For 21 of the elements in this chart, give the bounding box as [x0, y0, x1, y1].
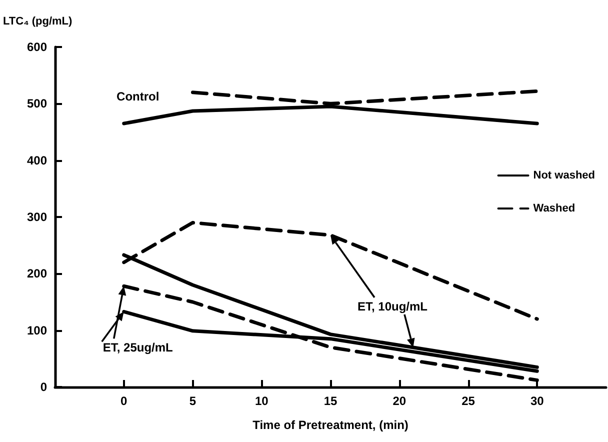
y-tick-label: 0 — [40, 380, 48, 394]
x-tick-label: 30 — [530, 394, 544, 408]
y-tick-label: 600 — [26, 40, 48, 54]
x-tick-label: 5 — [189, 394, 196, 408]
annotation: ET, 25ug/mL — [102, 340, 173, 355]
x-tick-label: 25 — [462, 394, 476, 408]
y-tick-label: 500 — [26, 96, 48, 111]
y-tick-label: 300 — [26, 210, 48, 224]
legend-label: Washed — [533, 202, 576, 214]
legend-label: Not washed — [533, 170, 596, 182]
annotation: ET, 10ug/mL — [357, 299, 428, 314]
x-tick-label: 0 — [120, 394, 128, 408]
x-tick-label: 20 — [392, 394, 406, 408]
y-tick-label: 200 — [26, 266, 48, 281]
y-tick-label: 400 — [26, 153, 48, 168]
x-tick-label: 10 — [254, 394, 269, 408]
y-axis-title: LTC₄ (pg/mL) — [3, 16, 73, 28]
x-tick-label: 15 — [324, 394, 338, 408]
x-axis-title: Time of Pretreatment, (min) — [252, 418, 408, 432]
y-tick-label: 100 — [26, 323, 48, 338]
annotation: Control — [116, 90, 160, 104]
